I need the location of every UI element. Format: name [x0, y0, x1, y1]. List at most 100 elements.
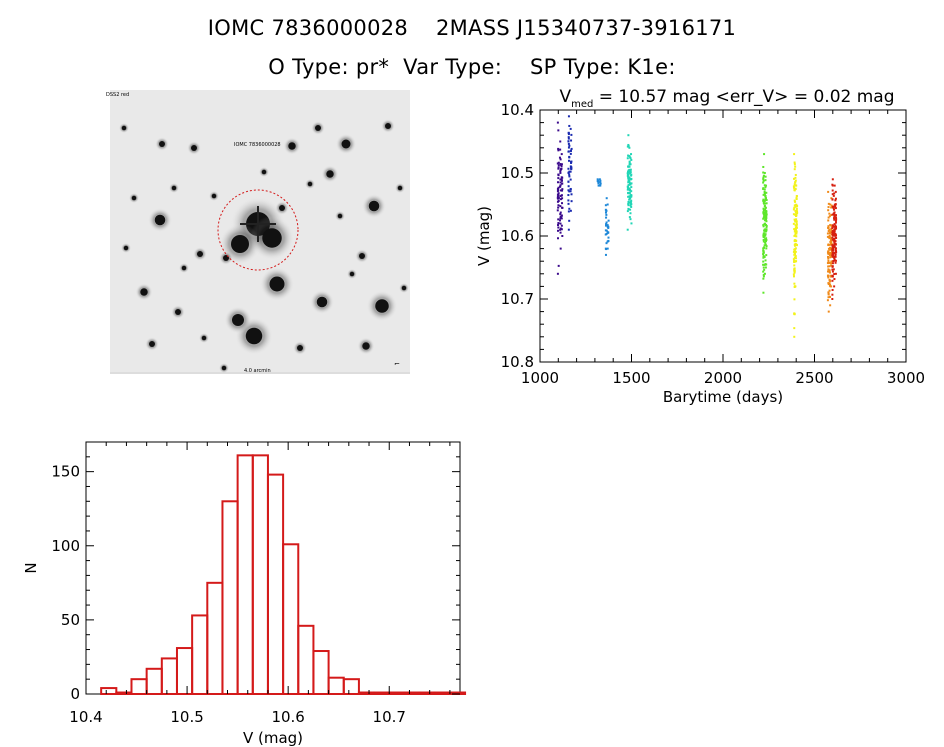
lc-point — [765, 184, 768, 187]
lc-point — [833, 258, 836, 261]
lc-point — [835, 218, 838, 221]
sky-star — [315, 125, 321, 131]
lc-point — [793, 228, 796, 231]
lc-point — [828, 282, 831, 285]
lc-point — [795, 214, 798, 217]
lc-point — [827, 292, 830, 295]
sky-star — [245, 327, 263, 345]
lc-point — [626, 228, 629, 231]
lc-point — [795, 218, 798, 221]
lc-point — [827, 259, 830, 262]
lc-point — [567, 150, 570, 153]
lc-point — [569, 152, 572, 155]
lc-point — [568, 173, 571, 176]
lc-point — [793, 327, 796, 330]
lc-point — [599, 180, 602, 183]
lc-point — [597, 184, 600, 187]
hist-xtick-label: 10.6 — [271, 708, 304, 726]
lc-point — [567, 133, 570, 136]
lc-point — [764, 243, 767, 246]
lc-point — [762, 187, 765, 190]
sky-star — [171, 185, 177, 191]
lc-point — [559, 205, 562, 208]
lc-point — [557, 186, 560, 189]
lc-point — [764, 240, 767, 243]
lc-point — [628, 198, 631, 201]
lc-point — [596, 180, 599, 183]
hist-bar — [160, 657, 178, 695]
light-curve-chart: 1000 1500 2000 2500 3000 10.4 10.5 10.6 10.7 10.8… — [475, 87, 925, 406]
lc-point — [762, 275, 765, 278]
lc-point — [827, 225, 830, 228]
lc-point — [630, 182, 633, 185]
lc-point — [831, 238, 834, 241]
hist-bar — [342, 678, 360, 695]
lc-point — [628, 163, 631, 166]
lc-point — [559, 247, 562, 250]
sky-star — [349, 271, 355, 277]
lc-point — [559, 215, 562, 218]
lc-point — [792, 273, 795, 276]
sky-star — [401, 285, 407, 291]
lc-point — [827, 296, 830, 299]
lc-point — [559, 184, 562, 187]
hist-bar — [236, 454, 254, 696]
hist-bar — [115, 691, 133, 695]
lc-point — [834, 259, 837, 262]
lc-point — [605, 248, 608, 251]
lc-point — [629, 170, 632, 173]
lc-point — [793, 204, 796, 207]
lc-ylabel: V (mag) — [475, 206, 493, 266]
hist-bar — [100, 687, 118, 696]
lc-point — [793, 256, 796, 259]
lc-point — [765, 263, 768, 266]
lc-point — [630, 200, 633, 203]
lc-point — [763, 272, 766, 275]
lc-point — [833, 218, 836, 221]
sky-star — [221, 365, 227, 371]
lc-point — [560, 178, 563, 181]
lc-point — [828, 248, 831, 251]
sky-star — [397, 185, 403, 191]
lc-point — [765, 247, 768, 250]
lc-ytick-label: 10.7 — [501, 290, 534, 308]
lc-point — [630, 199, 633, 202]
lc-point — [762, 179, 765, 182]
lc-point — [793, 249, 796, 252]
lc-point — [570, 166, 573, 169]
lc-point — [793, 335, 796, 338]
lc-point — [826, 251, 829, 254]
lc-point — [567, 131, 570, 134]
lc-point — [557, 222, 560, 225]
lc-point — [794, 181, 797, 184]
lc-point — [628, 179, 631, 182]
lc-xlabel: Barytime (days) — [663, 388, 783, 406]
lc-point — [764, 195, 767, 198]
lc-point — [567, 180, 570, 183]
lc-point — [793, 234, 796, 237]
lc-point — [762, 165, 765, 168]
lc-point — [763, 188, 766, 191]
lc-point — [763, 191, 766, 194]
lc-point — [764, 186, 767, 189]
hist-bar — [191, 614, 209, 696]
sky-star — [316, 296, 328, 308]
lc-point — [827, 276, 830, 279]
hist-bar — [206, 581, 224, 696]
lc-point — [764, 175, 767, 178]
hist-bar — [357, 691, 376, 695]
lc-point — [557, 174, 560, 177]
lc-point — [559, 181, 562, 184]
lc-point — [629, 204, 632, 207]
hist-bar — [251, 454, 269, 696]
lc-point — [834, 254, 837, 257]
hist-bar — [297, 624, 315, 695]
lc-point — [629, 178, 632, 181]
lc-point — [829, 283, 832, 286]
lc-point — [827, 293, 830, 296]
lc-point — [828, 279, 831, 282]
lc-point — [629, 208, 632, 211]
sky-star — [231, 235, 249, 253]
lc-point — [763, 153, 766, 156]
sky-star — [154, 214, 166, 226]
